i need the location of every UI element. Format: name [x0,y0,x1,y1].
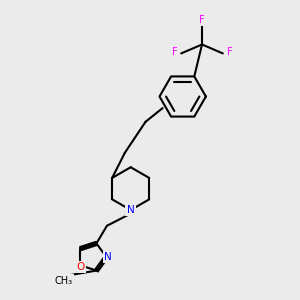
Text: N: N [127,205,135,215]
Text: N: N [104,252,112,262]
Text: F: F [226,47,232,57]
Text: F: F [172,47,178,57]
Text: O: O [76,262,85,272]
Text: CH₃: CH₃ [55,276,73,286]
Text: F: F [199,15,205,25]
